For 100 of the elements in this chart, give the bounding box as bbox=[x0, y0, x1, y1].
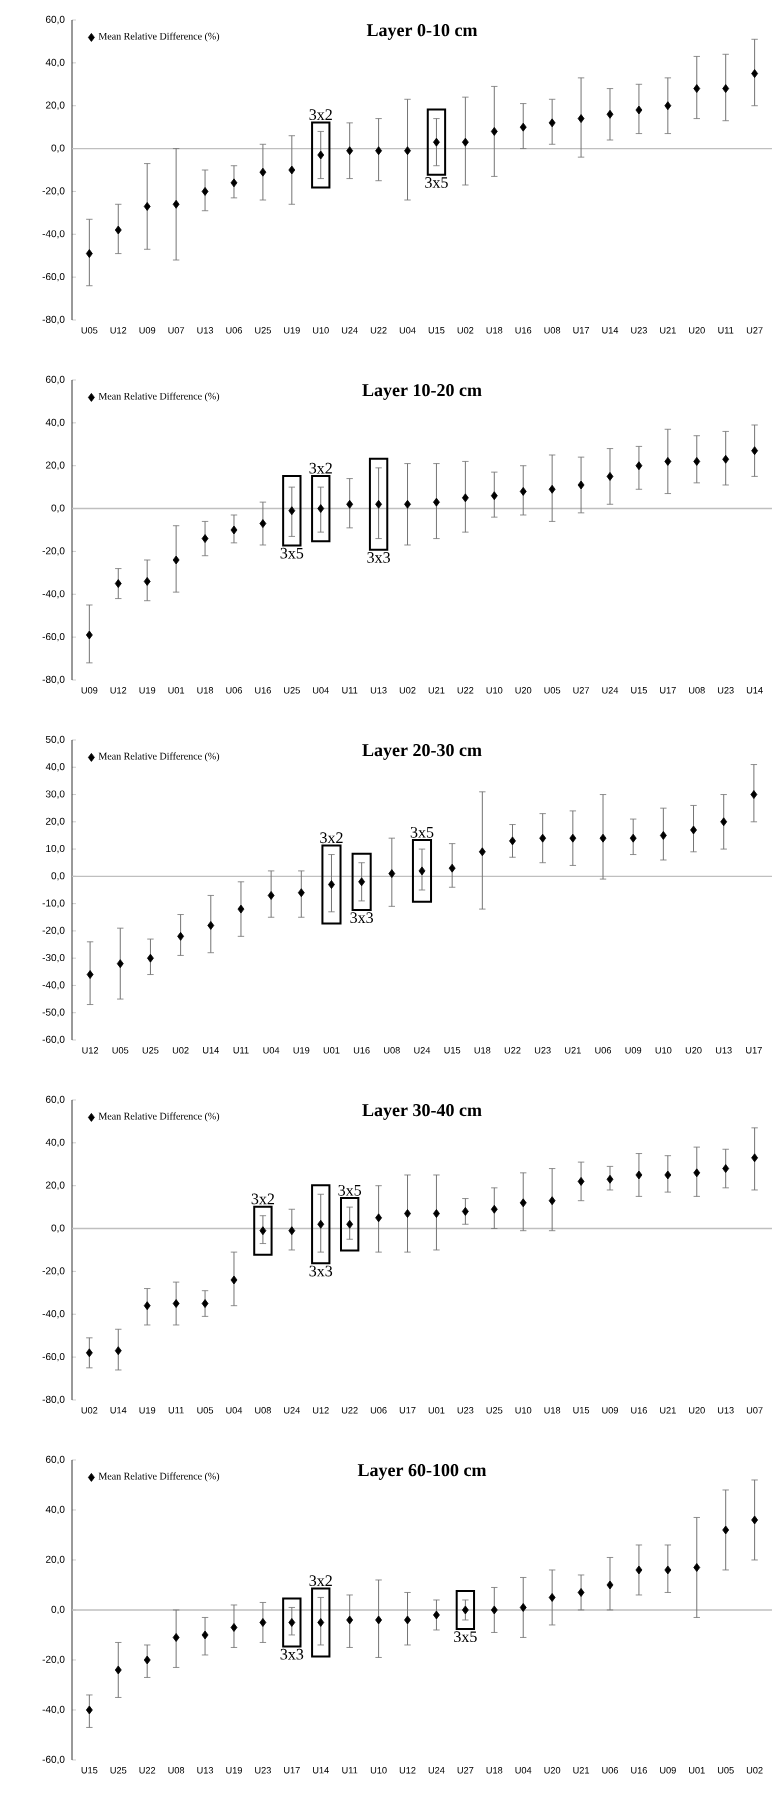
point bbox=[201, 1630, 209, 1640]
point bbox=[519, 1603, 527, 1612]
point bbox=[635, 1565, 643, 1575]
point bbox=[259, 1618, 267, 1627]
point bbox=[722, 84, 730, 93]
point bbox=[267, 891, 275, 900]
point bbox=[317, 150, 325, 160]
annotation: 3x5 bbox=[280, 547, 304, 559]
point bbox=[461, 137, 469, 147]
annotation: 3x3 bbox=[309, 1265, 333, 1277]
point bbox=[201, 1299, 209, 1308]
point bbox=[664, 1565, 672, 1575]
point bbox=[548, 118, 556, 128]
point bbox=[201, 534, 209, 543]
point bbox=[404, 1209, 411, 1218]
point bbox=[259, 167, 267, 177]
point bbox=[297, 888, 305, 898]
point bbox=[478, 847, 486, 857]
point bbox=[461, 1207, 469, 1216]
point bbox=[375, 146, 382, 156]
point bbox=[288, 1226, 296, 1236]
point bbox=[659, 831, 667, 840]
point bbox=[664, 101, 672, 111]
point bbox=[751, 69, 759, 78]
point bbox=[328, 880, 335, 889]
point bbox=[433, 497, 440, 507]
annotation: 3x2 bbox=[309, 109, 332, 121]
point bbox=[519, 1198, 527, 1208]
point bbox=[375, 1615, 382, 1625]
point bbox=[751, 1153, 759, 1163]
point bbox=[207, 921, 215, 930]
point bbox=[143, 1301, 151, 1311]
annotation: 3x5 bbox=[410, 826, 434, 838]
chart-title: Layer 0-10 cm bbox=[366, 24, 478, 40]
point bbox=[85, 1348, 93, 1358]
point bbox=[288, 506, 296, 516]
point bbox=[143, 1655, 151, 1665]
point bbox=[448, 863, 456, 873]
point bbox=[114, 1665, 122, 1675]
point bbox=[539, 833, 547, 843]
point bbox=[693, 1168, 701, 1178]
point bbox=[509, 836, 516, 846]
point bbox=[172, 199, 180, 209]
point bbox=[143, 202, 151, 211]
point bbox=[635, 461, 643, 471]
point bbox=[375, 499, 382, 509]
point bbox=[172, 1299, 180, 1308]
annotation: 3x2 bbox=[320, 832, 343, 844]
annotation: 3x2 bbox=[251, 1193, 275, 1205]
point bbox=[569, 833, 577, 843]
point bbox=[606, 109, 614, 119]
point bbox=[404, 1615, 411, 1625]
point bbox=[230, 525, 238, 535]
point bbox=[172, 1633, 180, 1642]
point bbox=[114, 1346, 122, 1356]
point bbox=[358, 877, 366, 887]
point bbox=[116, 959, 124, 969]
point bbox=[317, 504, 325, 513]
point bbox=[490, 1204, 498, 1214]
annotation: 3x3 bbox=[350, 912, 374, 924]
point bbox=[750, 790, 758, 799]
point bbox=[577, 480, 585, 490]
point bbox=[346, 1615, 354, 1625]
point bbox=[346, 146, 354, 156]
point bbox=[114, 579, 122, 588]
point bbox=[230, 178, 238, 188]
point bbox=[751, 446, 759, 456]
point bbox=[519, 487, 527, 496]
point bbox=[237, 904, 245, 914]
point bbox=[548, 1196, 556, 1206]
point bbox=[259, 1226, 267, 1236]
point bbox=[143, 577, 151, 586]
point bbox=[288, 165, 296, 175]
point bbox=[418, 866, 426, 876]
point bbox=[599, 833, 607, 843]
point bbox=[259, 519, 267, 528]
point bbox=[388, 869, 396, 879]
point bbox=[635, 1170, 643, 1180]
point bbox=[490, 491, 498, 501]
point bbox=[85, 1705, 93, 1715]
point bbox=[606, 1174, 614, 1184]
point bbox=[85, 630, 93, 640]
annotation: 3x5 bbox=[338, 1184, 362, 1196]
point bbox=[693, 1563, 701, 1572]
point bbox=[86, 970, 94, 979]
point bbox=[720, 817, 728, 827]
point bbox=[490, 1605, 498, 1615]
point bbox=[375, 1213, 382, 1223]
chart-title: Layer 30-40 cm bbox=[362, 1104, 482, 1120]
point bbox=[317, 1219, 325, 1229]
point bbox=[751, 1515, 759, 1525]
point bbox=[629, 833, 637, 843]
point bbox=[177, 931, 185, 941]
point bbox=[147, 953, 154, 963]
point bbox=[230, 1623, 238, 1632]
point bbox=[433, 1610, 440, 1620]
point bbox=[664, 457, 672, 466]
annotation: 3x5 bbox=[425, 177, 448, 188]
point bbox=[606, 1580, 614, 1590]
point bbox=[693, 84, 701, 93]
